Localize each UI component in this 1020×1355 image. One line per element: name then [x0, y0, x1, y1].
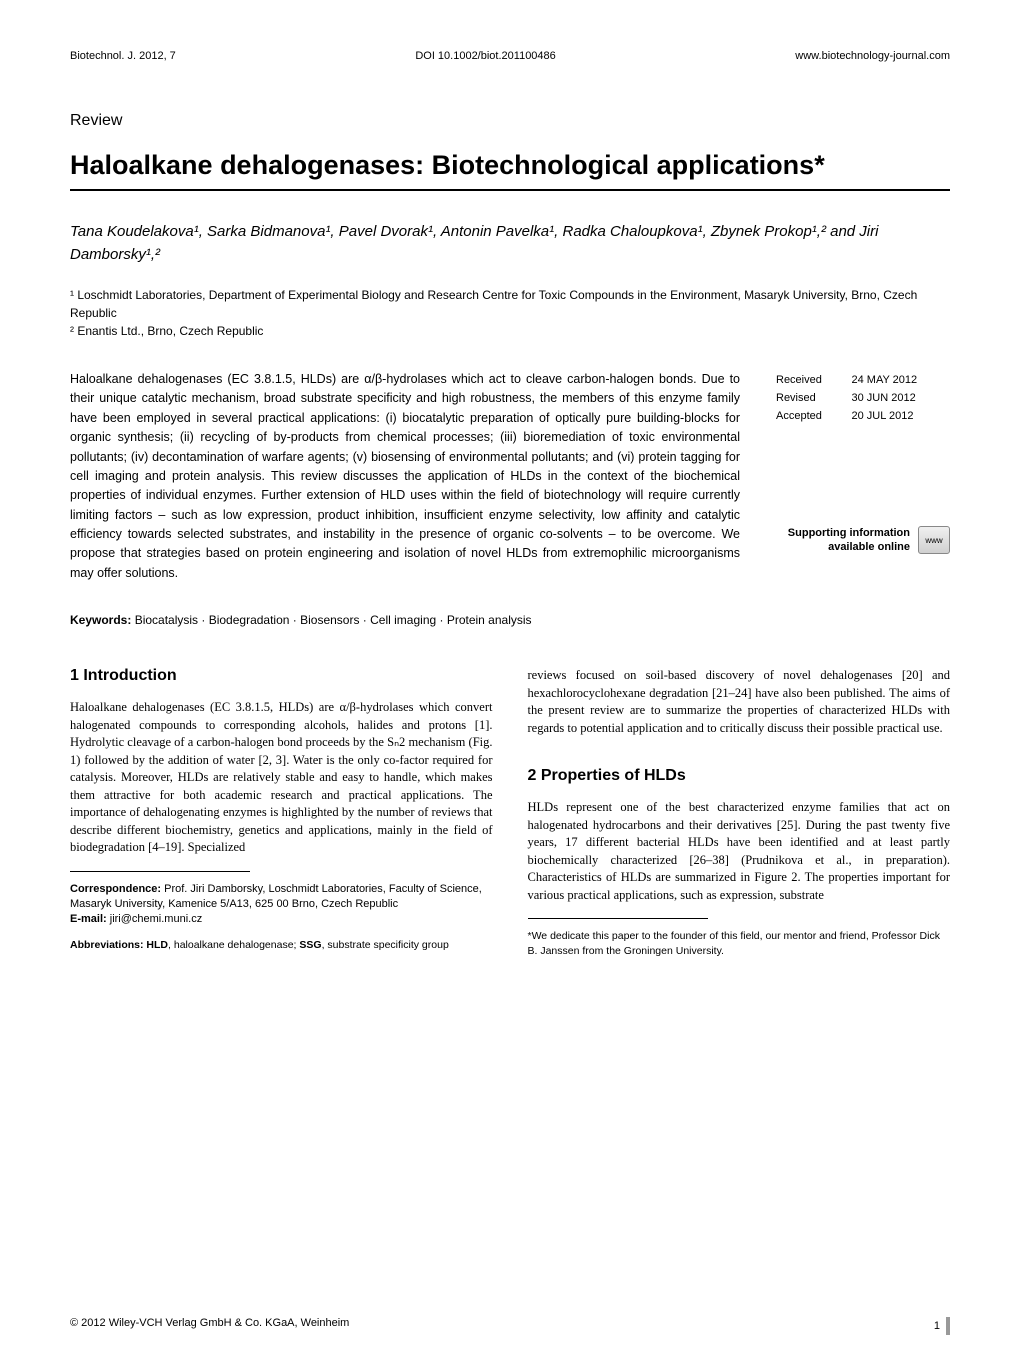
affiliation-2: ² Enantis Ltd., Brno, Czech Republic [70, 322, 950, 340]
journal-citation: Biotechnol. J. 2012, 7 [70, 50, 176, 62]
abbrev-text: , haloalkane dehalogenase; [168, 939, 299, 951]
www-icon: www [918, 526, 950, 554]
page-footer: © 2012 Wiley-VCH Verlag GmbH & Co. KGaA,… [70, 1317, 950, 1335]
supporting-info: Supporting information available online … [770, 526, 950, 555]
page-number-block: 1 [934, 1317, 950, 1335]
copyright: © 2012 Wiley-VCH Verlag GmbH & Co. KGaA,… [70, 1317, 349, 1335]
table-row: Revised 30 JUN 2012 [772, 390, 948, 406]
email-value: jiri@chemi.muni.cz [107, 913, 203, 925]
body-columns: 1 Introduction Haloalkane dehalogenases … [70, 667, 950, 958]
abstract-block: Haloalkane dehalogenases (EC 3.8.1.5, HL… [70, 370, 950, 583]
article-title: Haloalkane dehalogenases: Biotechnologic… [70, 150, 950, 181]
column-divider [70, 871, 250, 872]
abbreviations-block: Abbreviations: HLD, haloalkane dehalogen… [70, 938, 493, 953]
affiliation-1: ¹ Loschmidt Laboratories, Department of … [70, 286, 950, 322]
keywords-text: Biocatalysis · Biodegradation · Biosenso… [131, 613, 531, 627]
accepted-label: Accepted [772, 408, 846, 424]
title-rule [70, 189, 950, 191]
doi: DOI 10.1002/biot.201100486 [415, 50, 555, 62]
journal-site: www.biotechnology-journal.com [795, 50, 950, 62]
correspondence-label: Correspondence: [70, 883, 161, 895]
section-1-heading: 1 Introduction [70, 667, 493, 685]
abbrev-text2: , substrate specificity group [322, 939, 449, 951]
keywords-label: Keywords: [70, 613, 131, 627]
page-marker-icon [946, 1317, 950, 1335]
left-column: 1 Introduction Haloalkane dehalogenases … [70, 667, 493, 958]
dates-table: Received 24 MAY 2012 Revised 30 JUN 2012… [770, 370, 950, 426]
received-value: 24 MAY 2012 [848, 372, 949, 388]
abstract-sidebar: Received 24 MAY 2012 Revised 30 JUN 2012… [770, 370, 950, 583]
authors-list: Tana Koudelakova¹, Sarka Bidmanova¹, Pav… [70, 221, 950, 266]
correspondence-block: Correspondence: Prof. Jiri Damborsky, Lo… [70, 882, 493, 928]
page-header: Biotechnol. J. 2012, 7 DOI 10.1002/biot.… [70, 50, 950, 62]
support-line2: available online [828, 541, 910, 553]
section-1-body: Haloalkane dehalogenases (EC 3.8.1.5, HL… [70, 699, 493, 857]
supporting-info-text: Supporting information available online [788, 526, 910, 555]
table-row: Received 24 MAY 2012 [772, 372, 948, 388]
section-2-heading: 2 Properties of HLDs [528, 767, 951, 785]
abbrev-label2: SSG [299, 939, 321, 951]
page-number: 1 [934, 1320, 940, 1332]
keywords-line: Keywords: Biocatalysis · Biodegradation … [70, 613, 950, 627]
table-row: Accepted 20 JUL 2012 [772, 408, 948, 424]
revised-value: 30 JUN 2012 [848, 390, 949, 406]
section-2-body: HLDs represent one of the best character… [528, 799, 951, 904]
article-type-label: Review [70, 112, 950, 130]
affiliations-block: ¹ Loschmidt Laboratories, Department of … [70, 286, 950, 340]
support-line1: Supporting information [788, 527, 910, 539]
dedication-footnote: *We dedicate this paper to the founder o… [528, 929, 951, 958]
column-divider [528, 918, 708, 919]
section-1-body-continued: reviews focused on soil-based discovery … [528, 667, 951, 737]
accepted-value: 20 JUL 2012 [848, 408, 949, 424]
right-column: reviews focused on soil-based discovery … [528, 667, 951, 958]
email-label: E-mail: [70, 913, 107, 925]
received-label: Received [772, 372, 846, 388]
revised-label: Revised [772, 390, 846, 406]
abbrev-label: Abbreviations: HLD [70, 939, 168, 951]
abstract-text: Haloalkane dehalogenases (EC 3.8.1.5, HL… [70, 370, 740, 583]
